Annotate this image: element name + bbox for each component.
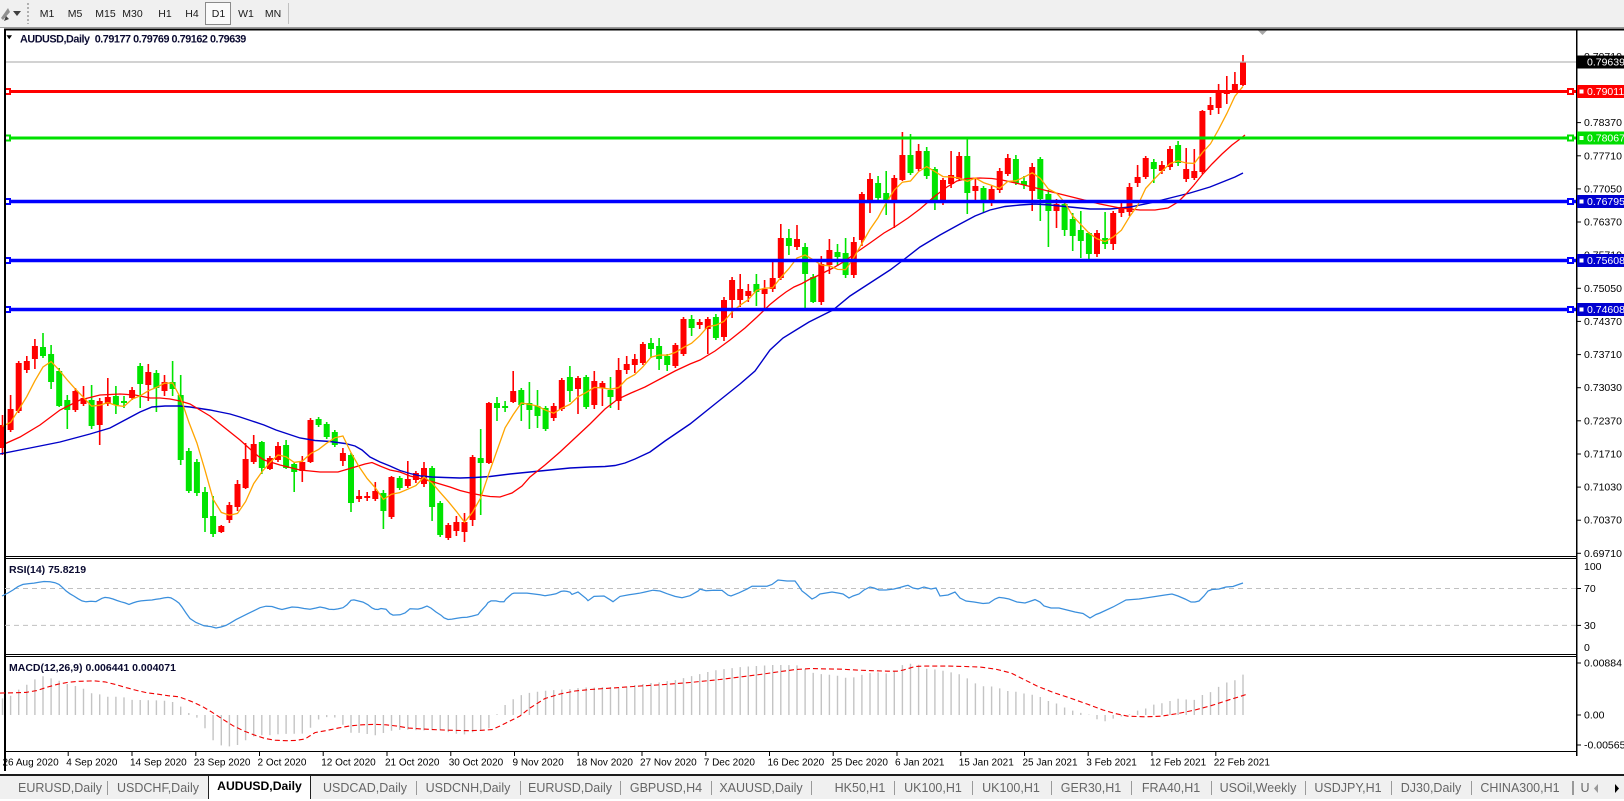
svg-text:0.77050: 0.77050 (1584, 183, 1622, 195)
svg-text:18 Nov 2020: 18 Nov 2020 (576, 758, 633, 769)
svg-text:0.75050: 0.75050 (1584, 283, 1622, 295)
svg-text:0.69710: 0.69710 (1584, 548, 1622, 560)
svg-text:0.73030: 0.73030 (1584, 382, 1622, 394)
svg-text:22 Feb 2021: 22 Feb 2021 (1214, 758, 1271, 769)
svg-text:16 Dec 2020: 16 Dec 2020 (768, 758, 825, 769)
svg-text:0.70370: 0.70370 (1584, 515, 1622, 527)
svg-text:0.74608: 0.74608 (1587, 304, 1624, 316)
svg-text:9 Nov 2020: 9 Nov 2020 (513, 758, 565, 769)
svg-text:0: 0 (1584, 642, 1590, 654)
svg-text:100: 100 (1584, 561, 1602, 573)
svg-text:0.77710: 0.77710 (1584, 150, 1622, 162)
svg-text:0.78067: 0.78067 (1587, 133, 1624, 145)
svg-text:27 Nov 2020: 27 Nov 2020 (640, 758, 697, 769)
svg-text:2 Oct 2020: 2 Oct 2020 (258, 758, 307, 769)
svg-text:7 Dec 2020: 7 Dec 2020 (704, 758, 756, 769)
svg-text:21 Oct 2020: 21 Oct 2020 (385, 758, 440, 769)
svg-text:4 Sep 2020: 4 Sep 2020 (66, 758, 118, 769)
svg-text:0.75608: 0.75608 (1587, 255, 1624, 267)
svg-text:30 Oct 2020: 30 Oct 2020 (449, 758, 504, 769)
svg-text:25 Dec 2020: 25 Dec 2020 (831, 758, 888, 769)
svg-text:0.78370: 0.78370 (1584, 117, 1622, 129)
svg-text:70: 70 (1584, 583, 1596, 595)
svg-text:6 Jan 2021: 6 Jan 2021 (895, 758, 945, 769)
svg-text:0.74370: 0.74370 (1584, 316, 1622, 328)
svg-text:0.72370: 0.72370 (1584, 415, 1622, 427)
svg-text:30: 30 (1584, 620, 1596, 632)
svg-text:0.73710: 0.73710 (1584, 349, 1622, 361)
svg-text:0.00: 0.00 (1584, 710, 1605, 722)
svg-text:25 Jan 2021: 25 Jan 2021 (1023, 758, 1078, 769)
svg-text:RSI(14) 75.8219: RSI(14) 75.8219 (9, 564, 86, 576)
svg-text:0.71710: 0.71710 (1584, 449, 1622, 461)
svg-text:0.76370: 0.76370 (1584, 217, 1622, 229)
svg-text:MACD(12,26,9) 0.006441 0.00407: MACD(12,26,9) 0.006441 0.004071 (9, 662, 176, 674)
svg-text:23 Sep 2020: 23 Sep 2020 (194, 758, 251, 769)
svg-text:0.76795: 0.76795 (1587, 196, 1624, 208)
svg-text:12 Oct 2020: 12 Oct 2020 (321, 758, 376, 769)
svg-text:3 Feb 2021: 3 Feb 2021 (1086, 758, 1137, 769)
svg-text:12 Feb 2021: 12 Feb 2021 (1150, 758, 1207, 769)
svg-text:26 Aug 2020: 26 Aug 2020 (3, 758, 60, 769)
svg-text:0.79639: 0.79639 (1587, 57, 1624, 69)
svg-text:0.71030: 0.71030 (1584, 482, 1622, 494)
svg-text:-0.005651: -0.005651 (1584, 740, 1624, 752)
svg-text:14 Sep 2020: 14 Sep 2020 (130, 758, 187, 769)
svg-text:0.79011: 0.79011 (1587, 86, 1624, 98)
svg-text:0.00884: 0.00884 (1584, 658, 1622, 670)
svg-text:AUDUSD,Daily 0.79177 0.79769: AUDUSD,Daily 0.79177 0.79769 0.79162 0.7… (20, 34, 246, 46)
svg-text:15 Jan 2021: 15 Jan 2021 (959, 758, 1014, 769)
